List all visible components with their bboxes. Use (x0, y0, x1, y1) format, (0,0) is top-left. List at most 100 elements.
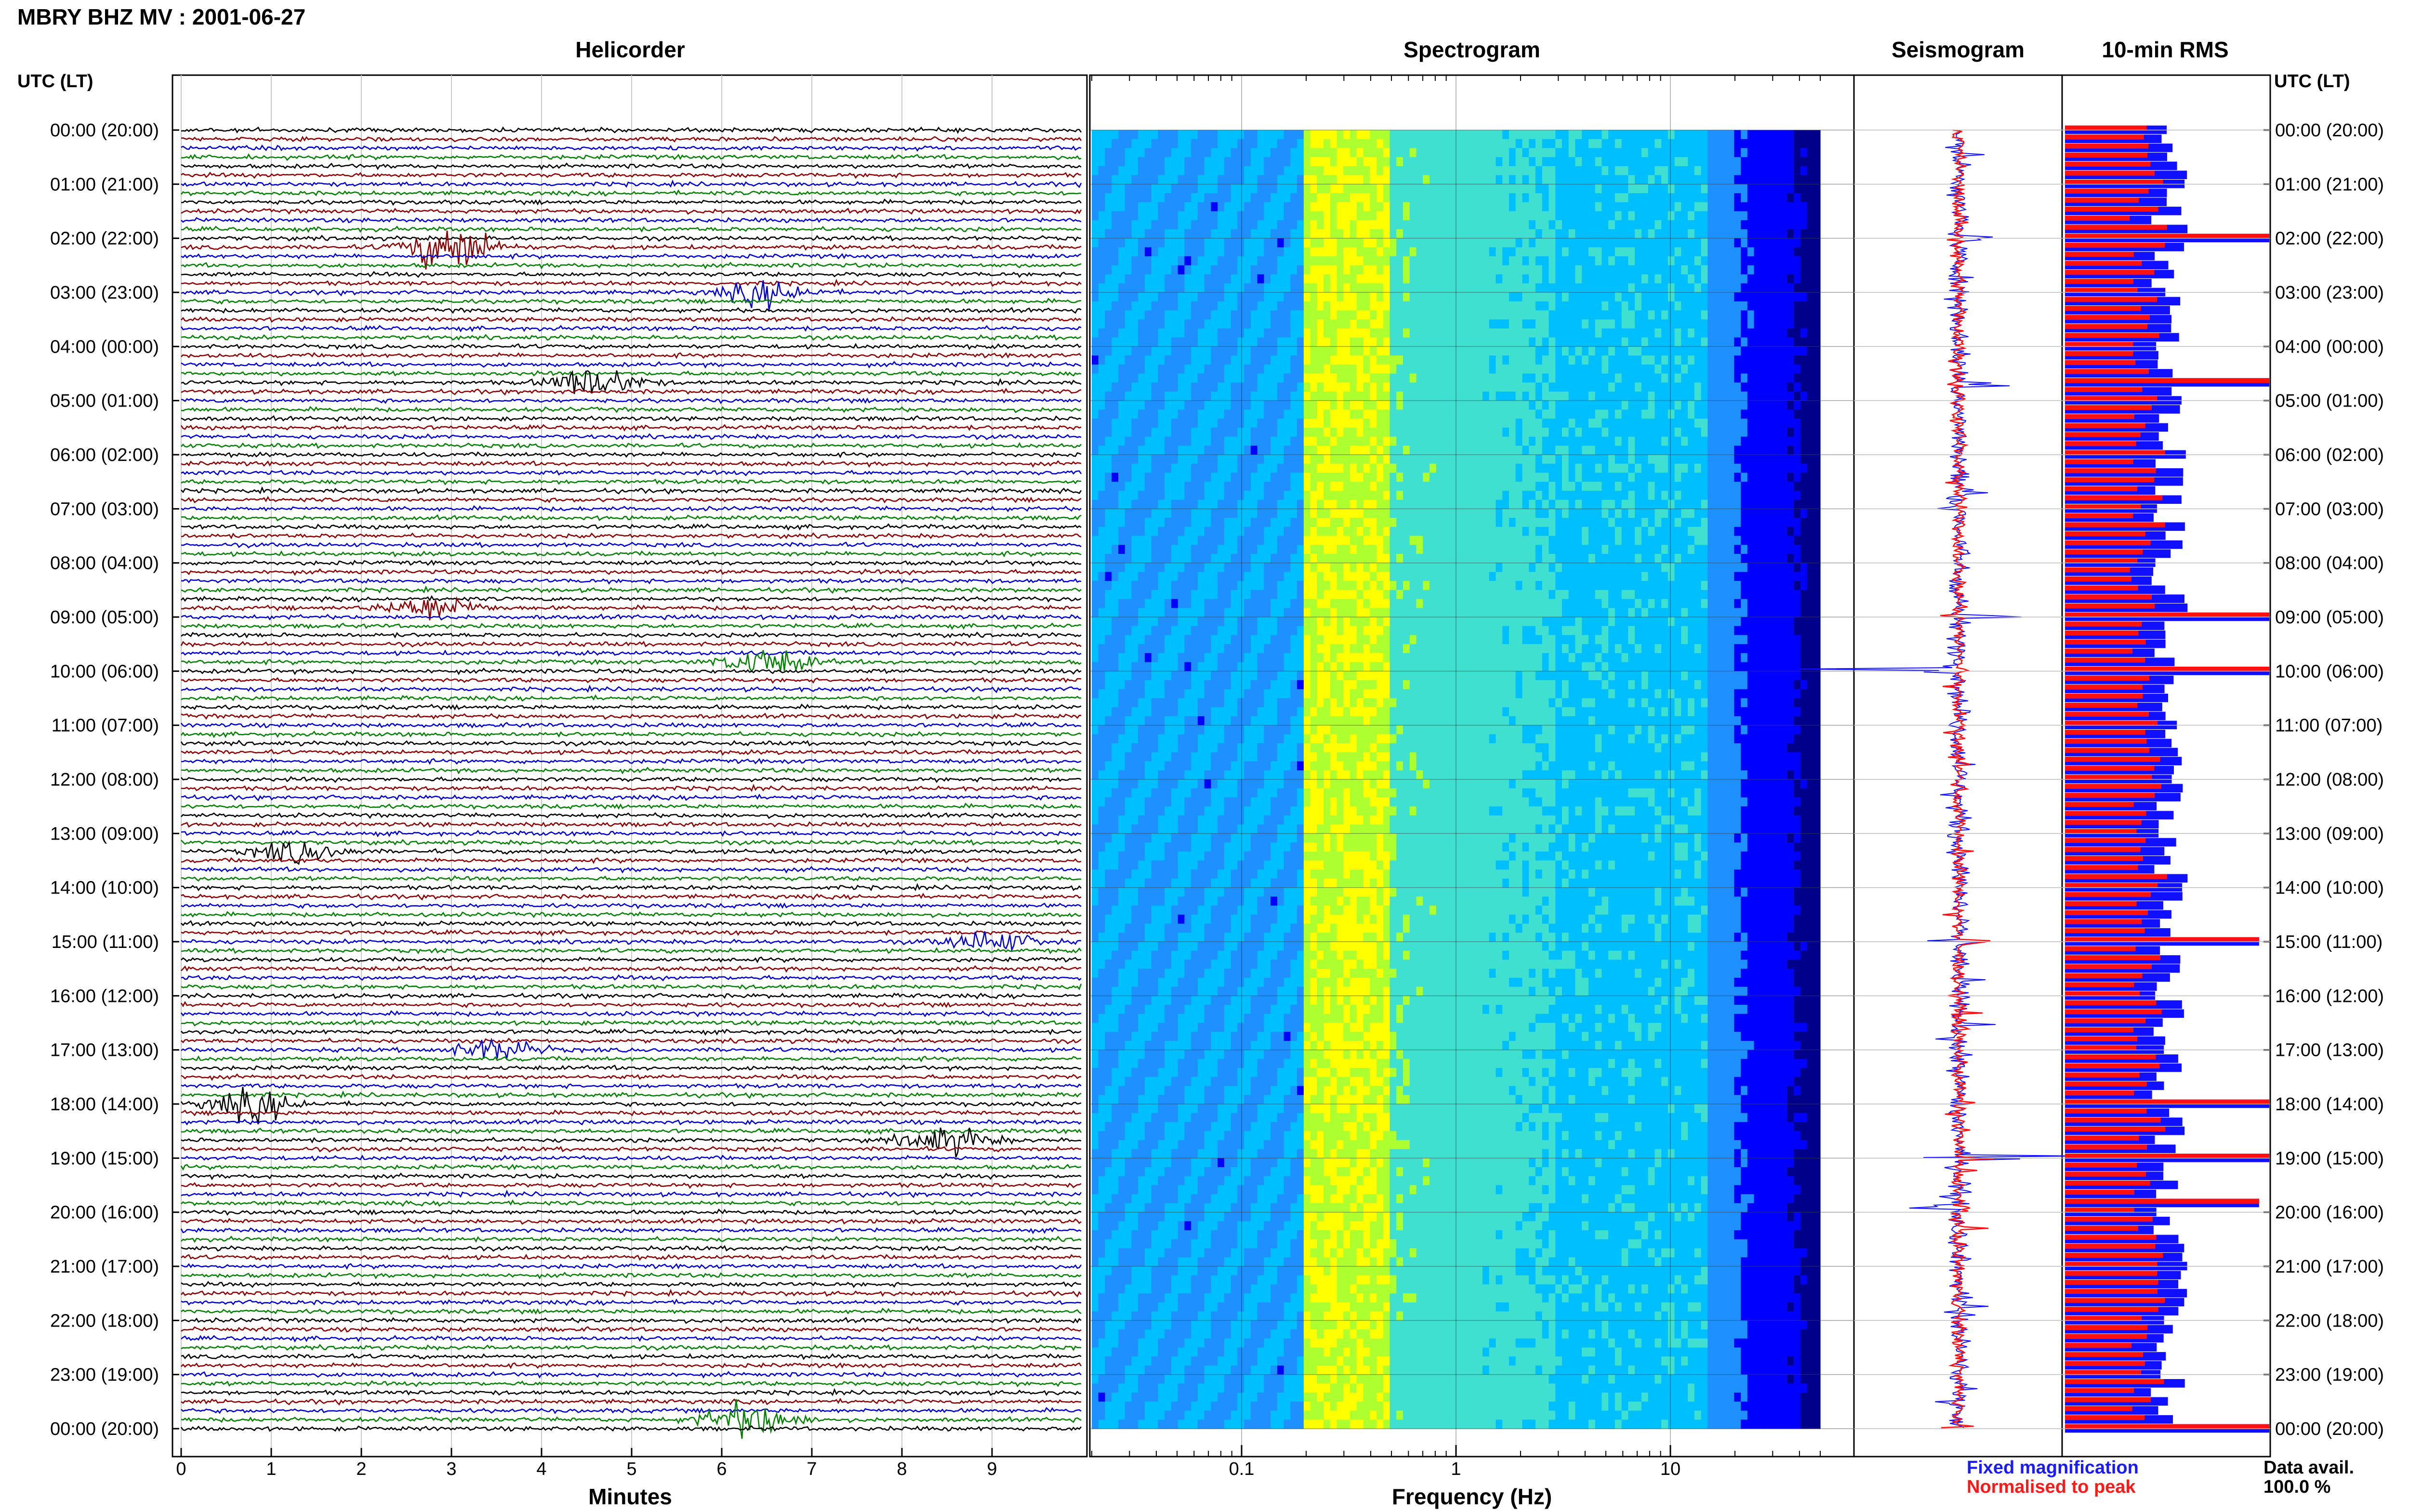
spectrogram-cell (1317, 220, 1324, 230)
spectrogram-cell (1449, 337, 1456, 347)
spectrogram-cell (1303, 256, 1311, 266)
spectrogram-cell (1224, 446, 1231, 455)
spectrogram-cell (1502, 509, 1509, 518)
spectrogram-cell (1575, 130, 1582, 140)
spectrogram-cell (1363, 247, 1370, 257)
spectrogram-cell (1165, 139, 1172, 148)
helicorder-trace (181, 298, 1082, 305)
spectrogram-cell (1098, 319, 1105, 329)
spectrogram-cell (1403, 193, 1410, 203)
spectrogram-cell (1588, 427, 1596, 437)
spectrogram-cell (1197, 229, 1205, 239)
spectrogram-cell (1343, 419, 1350, 428)
spectrogram-cell (1602, 157, 1609, 167)
spectrogram-cell (1635, 265, 1642, 275)
spectrogram-cell (1218, 193, 1225, 203)
spectrogram-cell (1774, 400, 1781, 410)
spectrogram-cell (1092, 256, 1099, 266)
spectrogram-cell (1211, 247, 1218, 257)
spectrogram-cell (1482, 175, 1490, 184)
spectrogram-cell (1350, 455, 1357, 464)
spectrogram-cell (1290, 400, 1297, 410)
spectrogram-cell (1443, 482, 1450, 491)
spectrogram-cell (1257, 301, 1264, 311)
spectrogram-cell (1582, 130, 1589, 140)
spectrogram-cell (1138, 455, 1145, 464)
spectrogram-cell (1416, 265, 1423, 275)
spectrogram-cell (1310, 211, 1317, 221)
spectrogram-cell (1754, 175, 1761, 184)
spectrogram-cell (1191, 419, 1198, 428)
helicorder-trace (181, 649, 1082, 657)
helicorder-trace (181, 694, 1082, 702)
helicorder-trace (181, 829, 1081, 838)
spectrogram-cell (1681, 373, 1688, 383)
spectrogram-cell (1356, 274, 1364, 284)
spectrogram-cell (1621, 509, 1628, 518)
spectrogram-cell (1257, 400, 1264, 410)
spectrogram-cell (1416, 346, 1423, 356)
spectrogram-cell (1515, 283, 1522, 293)
spectrogram-cell (1615, 148, 1622, 158)
helicorder-trace (181, 840, 1082, 865)
spectrogram-cell (1377, 473, 1384, 482)
spectrogram-cell (1542, 319, 1549, 329)
spectrogram-cell (1277, 193, 1284, 203)
time-label-right: 13:00 (09:00) (2275, 824, 2384, 844)
spectrogram-cell (1271, 373, 1278, 383)
spectrogram-cell (1416, 446, 1423, 455)
spectrogram-cell (1602, 328, 1609, 338)
spectrogram-cell (1125, 175, 1132, 184)
spectrogram-cell (1324, 382, 1331, 392)
spectrogram-cell (1390, 301, 1397, 311)
spectrogram-cell (1635, 319, 1642, 329)
spectrogram-cell (1092, 166, 1099, 176)
spectrogram-cell (1780, 166, 1787, 176)
spectrogram-cell (1575, 247, 1582, 257)
spectrogram-cell (1423, 211, 1430, 221)
spectrogram-cell (1363, 482, 1370, 491)
spectrogram-cell (1197, 220, 1205, 230)
spectrogram-cell (1707, 256, 1715, 266)
helicorder-trace (181, 559, 1082, 567)
spectrogram-cell (1462, 256, 1469, 266)
spectrogram-cell (1714, 148, 1721, 158)
spectrogram-cell (1330, 139, 1337, 148)
spectrogram-cell (1443, 193, 1450, 203)
helicorder-trace (181, 1037, 1082, 1059)
spectrogram-cell (1098, 355, 1105, 365)
spectrogram-cell (1297, 391, 1304, 401)
spectrogram-cell (1588, 184, 1596, 194)
spectrogram-cell (1462, 310, 1469, 320)
spectrogram-cell (1131, 490, 1138, 500)
spectrogram-cell (1542, 292, 1549, 302)
spectrogram-cell (1807, 436, 1814, 446)
spectrogram-cell (1297, 166, 1304, 176)
spectrogram-cell (1409, 283, 1417, 293)
spectrogram-cell (1131, 256, 1138, 266)
spectrogram-cell (1218, 220, 1225, 230)
spectrogram-cell (1681, 490, 1688, 500)
spectrogram-cell (1727, 409, 1734, 419)
spectrogram-cell (1621, 446, 1628, 455)
spectrogram-cell (1125, 346, 1132, 356)
spectrogram-cell (1555, 382, 1562, 392)
spectrogram-cell (1290, 130, 1297, 140)
spectrogram-cell (1774, 463, 1781, 473)
time-label-right: 19:00 (15:00) (2275, 1148, 2384, 1169)
spectrogram-cell (1615, 364, 1622, 374)
spectrogram-cell (1297, 184, 1304, 194)
spectrogram-cell (1555, 319, 1562, 329)
spectrogram-cell (1171, 500, 1178, 509)
spectrogram-cell (1661, 130, 1668, 140)
spectrogram-cell (1224, 274, 1231, 284)
spectrogram-cell (1535, 446, 1543, 455)
spectrogram-cell (1595, 301, 1602, 311)
spectrogram-cell (1602, 373, 1609, 383)
spectrogram-cell (1555, 193, 1562, 203)
spectrogram-cell (1257, 319, 1264, 329)
spectrogram-cell (1409, 382, 1417, 392)
spectrogram-cell (1416, 382, 1423, 392)
spectrogram-cell (1290, 446, 1297, 455)
spectrogram-cell (1403, 229, 1410, 239)
